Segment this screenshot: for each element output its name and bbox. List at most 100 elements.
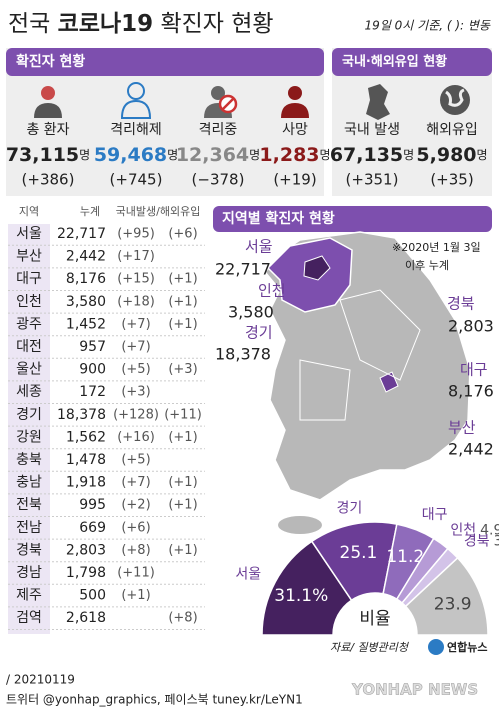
ratio-name: 서울 <box>235 566 261 582</box>
table-cell: (+11) <box>117 566 155 581</box>
sns: 트위터 @yonhap_graphics, 페이스북 tuney.kr/LeYN… <box>6 693 303 707</box>
ratio-name-text: 대구 <box>422 507 448 523</box>
stat-change: (+35) <box>430 171 473 189</box>
title: 전국 코로나19 확진자 현황 <box>8 11 274 37</box>
ratio-value: 11.2 <box>386 547 424 567</box>
note: 19일 0시 기준, ( ): 변동 <box>365 19 491 33</box>
stat-unit: 명 <box>320 148 331 162</box>
ratio-name-text: 인천 <box>450 522 476 538</box>
origin-header <box>332 48 492 76</box>
table-cell: 경북 <box>16 542 42 558</box>
table-cell: 1,798 <box>66 565 106 581</box>
stat-value: 12,364명 <box>176 144 260 166</box>
table-cell: 669 <box>79 520 106 536</box>
panel-title: 확진자 현황 <box>16 53 85 70</box>
stat-unit: 명 <box>167 148 178 162</box>
table-cell: (+7) <box>121 317 150 332</box>
map-region: 부산 <box>448 419 476 437</box>
stat-unit: 명 <box>249 148 260 162</box>
stat-number: 12,364 <box>176 144 249 166</box>
table-cell: 경기 <box>16 407 42 423</box>
table-cell: (+6) <box>168 227 197 242</box>
table-cell: 전북 <box>16 497 42 513</box>
table-cell: (+18) <box>117 294 155 309</box>
ratio-segment <box>404 556 489 636</box>
ratio-value: 3.8 <box>494 534 499 550</box>
map-region: 서울 <box>245 238 273 256</box>
icons <box>34 82 470 120</box>
table-cell: 2,803 <box>66 542 106 558</box>
table-cell: 1,478 <box>66 452 106 468</box>
ratio-name-text: 경기 <box>337 501 363 517</box>
ratio-value: 23.9 <box>434 594 472 614</box>
table-cell: (+15) <box>117 272 155 287</box>
logo: 연합뉴스 <box>447 640 487 654</box>
panel-title: 국내·해외유입 현황 <box>342 54 447 70</box>
map-value: 2,442 <box>448 440 494 459</box>
table-cell: 2,442 <box>66 249 106 265</box>
table-cell: 강원 <box>16 429 42 445</box>
table-cell: 인천 <box>16 294 42 310</box>
region-column <box>8 224 50 634</box>
ratio-name-text: 서울 <box>235 566 261 582</box>
ratio-name-text: 경북 <box>464 534 490 550</box>
table-cell: 500 <box>79 588 106 604</box>
map-value: 22,717 <box>215 260 271 279</box>
ratio-value: 31.1% <box>274 586 328 606</box>
source: 자료/ 질병관리청 <box>330 641 410 654</box>
map-region: 인천 <box>258 282 286 300</box>
table-cell: (+3) <box>168 362 197 377</box>
table-cell: 8,176 <box>66 271 106 287</box>
stat-change: (+745) <box>110 171 163 189</box>
title-part: 코로나19 <box>58 11 154 37</box>
table-cell: 검역 <box>16 610 42 626</box>
table-cell: 전남 <box>16 520 42 536</box>
stat-label: 격리해제 <box>110 122 162 138</box>
map-note: 이후 누계 <box>405 259 449 272</box>
stat-unit: 명 <box>403 148 414 162</box>
table-cell: (+17) <box>117 249 155 264</box>
stat-value: 67,135명 <box>330 144 414 166</box>
stat-unit: 명 <box>79 148 90 162</box>
table-cell: 충남 <box>16 475 42 491</box>
ratio-name: 경북 3.8 <box>464 534 499 550</box>
table-cell: (+1) <box>168 543 197 558</box>
stat-number: 67,135 <box>330 144 403 166</box>
table-cell: 세종 <box>16 384 42 400</box>
table-cell: (+8) <box>121 543 150 558</box>
table-cell: (+11) <box>164 407 202 422</box>
map-value: 8,176 <box>448 382 494 401</box>
table-cell: (+7) <box>121 340 150 355</box>
stat-number: 5,980 <box>416 144 476 166</box>
table-cell: (+1) <box>168 317 197 332</box>
table-cell: (+7) <box>121 475 150 490</box>
table-cell: 957 <box>79 339 106 355</box>
map-value: 3,580 <box>228 303 274 322</box>
map-title: 지역별 확진자 현황 <box>222 210 335 227</box>
table-cell: 울산 <box>16 362 42 378</box>
stat-change: (+351) <box>346 171 399 189</box>
table-cell: 900 <box>79 362 106 378</box>
stat-change: (−378) <box>192 171 245 189</box>
map <box>264 231 471 534</box>
ratio-title: 비율 <box>359 609 390 629</box>
stat-change: (+19) <box>273 171 316 189</box>
table-header: 국내발생/해외유입 <box>116 204 201 218</box>
table-cell: 995 <box>79 497 106 513</box>
table-cell: (+1) <box>168 498 197 513</box>
status-header <box>6 48 324 76</box>
stat-label: 해외유입 <box>426 122 478 138</box>
table-cell: 충북 <box>16 452 42 468</box>
ratio-name: 대구 <box>422 507 448 523</box>
map-region: 대구 <box>460 361 488 379</box>
table-cell: (+128) <box>113 407 159 422</box>
table-cell: (+6) <box>121 520 150 535</box>
table-cell: (+1) <box>168 430 197 445</box>
stat-change: (+386) <box>22 171 75 189</box>
table-cell: 부산 <box>16 249 42 265</box>
stat-number: 73,115 <box>6 144 79 166</box>
table-cell: (+5) <box>121 362 150 377</box>
table-cell: (+95) <box>117 227 155 242</box>
table-cell: 서울 <box>16 226 42 242</box>
